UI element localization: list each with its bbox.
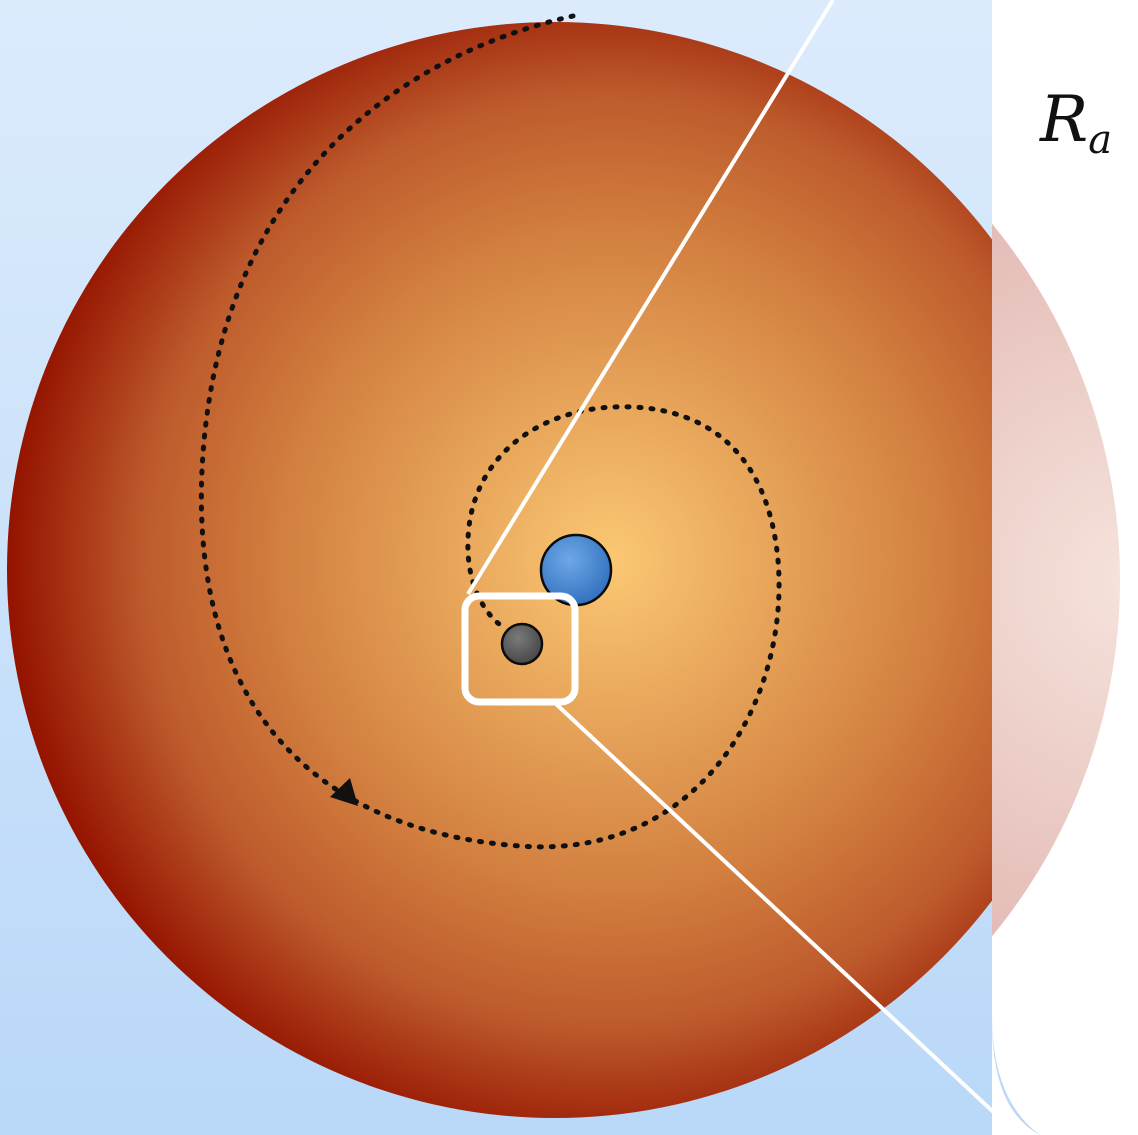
companion-icon — [500, 622, 544, 666]
radius-symbol: R — [1040, 83, 1089, 157]
orbit-spiral — [198, 13, 782, 850]
radius-label: Ra — [1040, 88, 1112, 160]
zoom-line-top — [466, 0, 835, 596]
radius-subscript: a — [1088, 117, 1113, 163]
common-envelope — [7, 22, 992, 1118]
zoom-line-bottom — [553, 701, 1020, 1135]
orbit-arrow-icon — [330, 778, 358, 806]
zoomed-envelope — [992, 223, 1120, 937]
zoom-box — [461, 592, 579, 706]
